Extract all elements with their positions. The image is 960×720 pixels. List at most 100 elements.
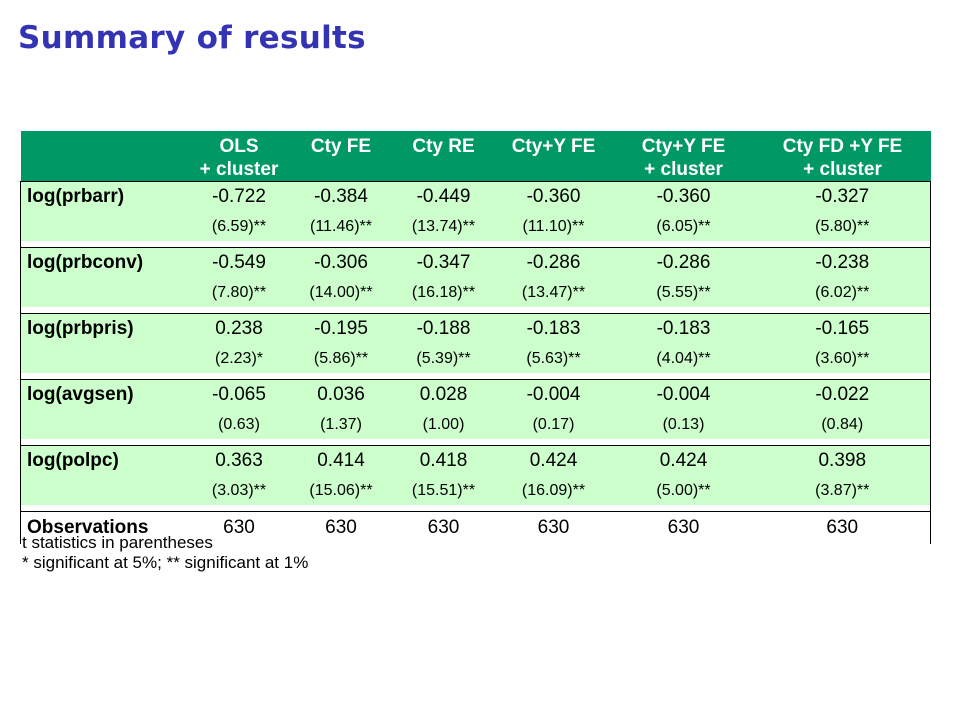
- coefficient-cell: -0.188: [392, 313, 495, 344]
- t-stat-cell: (7.80)**: [188, 278, 290, 307]
- observations-label: Observations: [20, 511, 189, 544]
- observations-cell: 630: [494, 511, 613, 544]
- blank-cell: [20, 476, 189, 505]
- table-row: log(prbpris) 0.238 -0.195 -0.188 -0.183 -0.18…: [20, 313, 931, 344]
- column-header: Cty+Y FE: [494, 131, 613, 182]
- t-stat-cell: (3.60)**: [754, 344, 931, 373]
- blank-cell: [20, 212, 189, 241]
- coefficient-cell: -0.065: [188, 379, 290, 410]
- table-row: log(prbconv) -0.549 -0.306 -0.347 -0.286 -0.2…: [20, 247, 931, 278]
- t-stat-cell: (2.23)*: [188, 344, 290, 373]
- coefficient-cell: -0.549: [188, 247, 290, 278]
- column-header: OLS + cluster: [188, 131, 290, 182]
- row-spacer: [20, 307, 931, 314]
- coefficient-cell: -0.195: [289, 313, 393, 344]
- coefficient-cell: -0.327: [754, 181, 931, 212]
- t-stat-cell: (16.18)**: [392, 278, 495, 307]
- note-line: * significant at 5%; ** significant at 1…: [22, 553, 309, 572]
- coefficient-cell: -0.022: [754, 379, 931, 410]
- blank-cell: [20, 344, 189, 373]
- t-stat-cell: (0.84): [754, 410, 931, 439]
- t-stat-cell: (3.03)**: [188, 476, 290, 505]
- observations-cell: 630: [188, 511, 290, 544]
- table-row: log(prbarr) -0.722 -0.384 -0.449 -0.360 -0.36…: [20, 181, 931, 212]
- variable-label: log(polpc): [20, 445, 189, 476]
- coefficient-cell: -0.238: [754, 247, 931, 278]
- table-row: (6.59)** (11.46)** (13.74)** (11.10)** (6.05…: [20, 212, 931, 241]
- coefficient-cell: 0.398: [754, 445, 931, 476]
- table-header-row: OLS + cluster Cty FE Cty RE Cty+Y FE Cty+…: [20, 131, 931, 182]
- coefficient-cell: -0.286: [494, 247, 613, 278]
- spacer-cell: [20, 505, 931, 512]
- coefficient-cell: 0.424: [494, 445, 613, 476]
- coefficient-cell: 0.036: [289, 379, 393, 410]
- t-stat-cell: (5.00)**: [612, 476, 755, 505]
- results-table: OLS + cluster Cty FE Cty RE Cty+Y FE Cty+…: [20, 131, 931, 544]
- coefficient-cell: -0.165: [754, 313, 931, 344]
- row-spacer: [20, 505, 931, 512]
- observations-cell: 630: [289, 511, 393, 544]
- t-stat-cell: (11.46)**: [289, 212, 393, 241]
- column-header: Cty RE: [392, 131, 495, 182]
- t-stat-cell: (6.05)**: [612, 212, 755, 241]
- t-stat-cell: (14.00)**: [289, 278, 393, 307]
- note-line: t statistics in parentheses: [22, 533, 213, 552]
- t-stat-cell: (11.10)**: [494, 212, 613, 241]
- t-stat-cell: (1.37): [289, 410, 393, 439]
- t-stat-cell: (6.02)**: [754, 278, 931, 307]
- table-row: log(avgsen) -0.065 0.036 0.028 -0.004 -0.004-…: [20, 379, 931, 410]
- table-row: (3.03)** (15.06)** (15.51)** (16.09)** (5.00…: [20, 476, 931, 505]
- coefficient-cell: 0.424: [612, 445, 755, 476]
- spacer-cell: [20, 439, 931, 446]
- variable-label: log(prbpris): [20, 313, 189, 344]
- spacer-cell: [20, 307, 931, 314]
- row-spacer: [20, 373, 931, 380]
- coefficient-cell: -0.183: [494, 313, 613, 344]
- t-stat-cell: (15.51)**: [392, 476, 495, 505]
- column-header: Cty+Y FE + cluster: [612, 131, 755, 182]
- t-stat-cell: (0.63): [188, 410, 290, 439]
- observations-cell: 630: [392, 511, 495, 544]
- table-row: (2.23)* (5.86)** (5.39)** (5.63)** (4.04)**(…: [20, 344, 931, 373]
- coefficient-cell: 0.238: [188, 313, 290, 344]
- coefficient-cell: -0.360: [612, 181, 755, 212]
- coefficient-cell: 0.028: [392, 379, 495, 410]
- t-stat-cell: (3.87)**: [754, 476, 931, 505]
- coefficient-cell: -0.004: [494, 379, 613, 410]
- table-row: (7.80)** (14.00)** (16.18)** (13.47)** (5.55…: [20, 278, 931, 307]
- t-stat-cell: (5.86)**: [289, 344, 393, 373]
- t-stat-cell: (5.39)**: [392, 344, 495, 373]
- coefficient-cell: -0.384: [289, 181, 393, 212]
- t-stat-cell: (16.09)**: [494, 476, 613, 505]
- coefficient-cell: -0.449: [392, 181, 495, 212]
- variable-label: log(prbarr): [20, 181, 189, 212]
- t-stat-cell: (0.17): [494, 410, 613, 439]
- coefficient-cell: -0.306: [289, 247, 393, 278]
- coefficient-cell: 0.418: [392, 445, 495, 476]
- t-stat-cell: (1.00): [392, 410, 495, 439]
- row-spacer: [20, 439, 931, 446]
- coefficient-cell: 0.414: [289, 445, 393, 476]
- t-stat-cell: (4.04)**: [612, 344, 755, 373]
- t-stat-cell: (5.55)**: [612, 278, 755, 307]
- table-row: log(polpc) 0.363 0.414 0.418 0.424 0.424 0.398: [20, 445, 931, 476]
- table-notes: t statistics in parentheses * significan…: [22, 533, 308, 573]
- column-header: Cty FD +Y FE + cluster: [754, 131, 931, 182]
- t-stat-cell: (13.47)**: [494, 278, 613, 307]
- row-spacer: [20, 241, 931, 248]
- variable-label: log(avgsen): [20, 379, 189, 410]
- table-row: (0.63) (1.37) (1.00) (0.17) (0.13) (0.84): [20, 410, 931, 439]
- coefficient-cell: -0.183: [612, 313, 755, 344]
- t-stat-cell: (15.06)**: [289, 476, 393, 505]
- t-stat-cell: (5.63)**: [494, 344, 613, 373]
- coefficient-cell: -0.004: [612, 379, 755, 410]
- blank-cell: [20, 410, 189, 439]
- variable-label: log(prbconv): [20, 247, 189, 278]
- header-variable-cell: [20, 131, 189, 182]
- spacer-cell: [20, 241, 931, 248]
- table-body: log(prbarr) -0.722 -0.384 -0.449 -0.360 -0.36…: [20, 181, 931, 544]
- observations-row: Observations 630 630 630 630 630 630: [20, 511, 931, 544]
- t-stat-cell: (5.80)**: [754, 212, 931, 241]
- t-stat-cell: (0.13): [612, 410, 755, 439]
- blank-cell: [20, 278, 189, 307]
